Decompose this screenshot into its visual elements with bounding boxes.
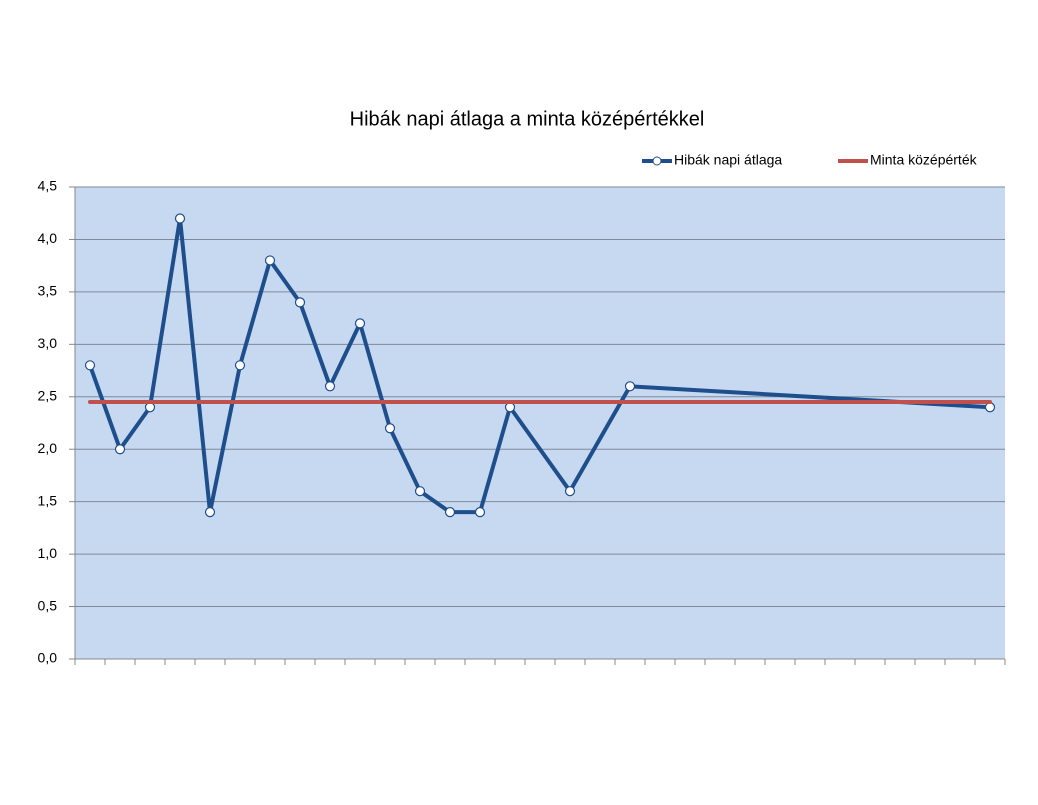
point <box>144 402 156 413</box>
point <box>114 444 126 455</box>
series-line <box>118 405 152 452</box>
point <box>324 381 336 392</box>
series-line <box>238 258 272 368</box>
y-tick-label: 2,0 <box>38 440 58 456</box>
point <box>444 507 456 518</box>
y-tick-label: 1,5 <box>38 492 58 508</box>
point <box>264 255 276 266</box>
series-line <box>418 489 452 515</box>
y-tick-label: 3,0 <box>38 335 58 351</box>
point <box>384 423 396 434</box>
series-line <box>268 258 302 305</box>
y-tick-label: 0,0 <box>38 650 58 666</box>
point <box>174 213 186 224</box>
chart-title: Hibák napi átlaga a minta középértékkel <box>350 108 705 130</box>
point <box>984 402 996 413</box>
y-tick-label: 4,0 <box>38 230 58 246</box>
point <box>84 360 96 371</box>
series-line <box>148 216 182 410</box>
plot-area <box>75 187 1005 659</box>
series-line <box>508 405 572 494</box>
series-line <box>388 426 422 494</box>
series-line <box>208 363 242 515</box>
point <box>414 486 426 497</box>
legend-label: Minta középérték <box>870 152 978 168</box>
point <box>474 507 486 518</box>
point <box>234 360 246 371</box>
point <box>294 297 306 308</box>
y-tick-label: 4,5 <box>38 178 58 194</box>
series-line <box>358 321 392 431</box>
point <box>564 486 576 497</box>
point <box>204 507 216 518</box>
y-tick-label: 0,5 <box>38 597 58 613</box>
point <box>354 318 366 329</box>
series-line <box>298 300 332 389</box>
series-line <box>178 216 212 515</box>
y-tick-label: 1,0 <box>38 545 58 561</box>
point <box>504 402 516 413</box>
legend-marker <box>652 156 662 166</box>
y-tick-label: 2,5 <box>38 387 58 403</box>
series-line <box>88 363 122 452</box>
legend-label: Hibák napi átlaga <box>674 152 782 168</box>
series-line <box>328 321 362 389</box>
series-line <box>478 405 512 515</box>
y-tick-label: 3,5 <box>38 283 58 299</box>
point <box>624 381 636 392</box>
